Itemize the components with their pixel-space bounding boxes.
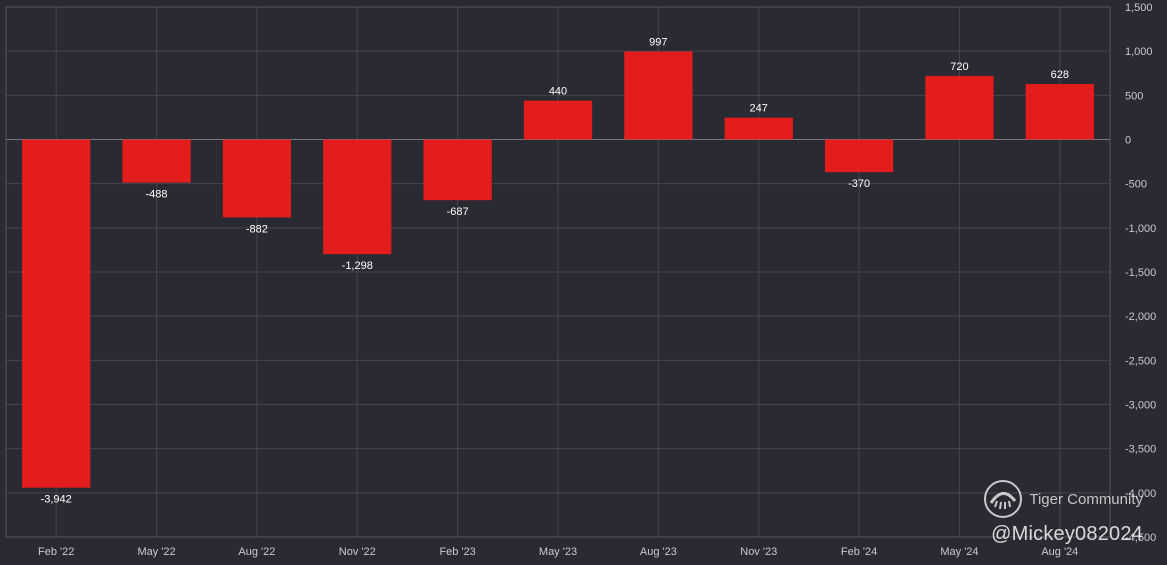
y-tick-label: 1,000	[1125, 46, 1153, 58]
y-tick-label: -500	[1125, 179, 1147, 191]
bar	[323, 139, 392, 255]
bar	[925, 75, 994, 140]
x-tick-label: Aug '22	[238, 546, 275, 558]
data-label: -3,942	[41, 494, 72, 506]
x-tick-label: May '22	[137, 546, 175, 558]
data-label: -1,298	[342, 260, 373, 272]
bar	[1025, 84, 1094, 140]
x-tick-label: Feb '24	[841, 546, 877, 558]
data-label: -370	[848, 178, 870, 190]
y-tick-label: -4,000	[1125, 488, 1156, 500]
data-label: -882	[246, 223, 268, 235]
x-tick-label: Feb '23	[439, 546, 475, 558]
y-tick-label: -3,000	[1125, 400, 1156, 412]
x-tick-label: Feb '22	[38, 546, 74, 558]
bar	[122, 139, 191, 183]
y-tick-label: -4,500	[1125, 532, 1156, 544]
y-tick-label: -2,000	[1125, 311, 1156, 323]
bar	[523, 100, 593, 140]
y-tick-label: -1,000	[1125, 223, 1156, 235]
data-label: -687	[447, 206, 469, 218]
y-tick-label: 1,500	[1125, 2, 1153, 14]
plot-border	[5, 6, 1111, 538]
y-tick-label: -2,500	[1125, 355, 1156, 367]
y-tick-label: 0	[1125, 135, 1131, 147]
x-tick-label: Nov '23	[740, 546, 777, 558]
x-tick-label: May '23	[539, 546, 577, 558]
bar	[724, 117, 793, 140]
y-tick-label: -1,500	[1125, 267, 1156, 279]
data-label: 628	[1051, 69, 1069, 81]
bar	[22, 139, 91, 488]
data-label: 720	[950, 61, 968, 73]
data-label: 440	[549, 86, 567, 98]
x-tick-label: May '24	[940, 546, 978, 558]
data-label: -488	[146, 189, 168, 201]
x-tick-label: Nov '22	[339, 546, 376, 558]
data-label: 997	[649, 36, 667, 48]
x-tick-label: Aug '24	[1041, 546, 1078, 558]
bar	[624, 51, 693, 140]
bar	[423, 139, 492, 201]
x-tick-label: Aug '23	[640, 546, 677, 558]
y-tick-label: 500	[1125, 90, 1143, 102]
data-label: 247	[750, 103, 768, 115]
bar	[824, 139, 894, 173]
bar	[222, 139, 292, 218]
y-tick-label: -3,500	[1125, 444, 1156, 456]
